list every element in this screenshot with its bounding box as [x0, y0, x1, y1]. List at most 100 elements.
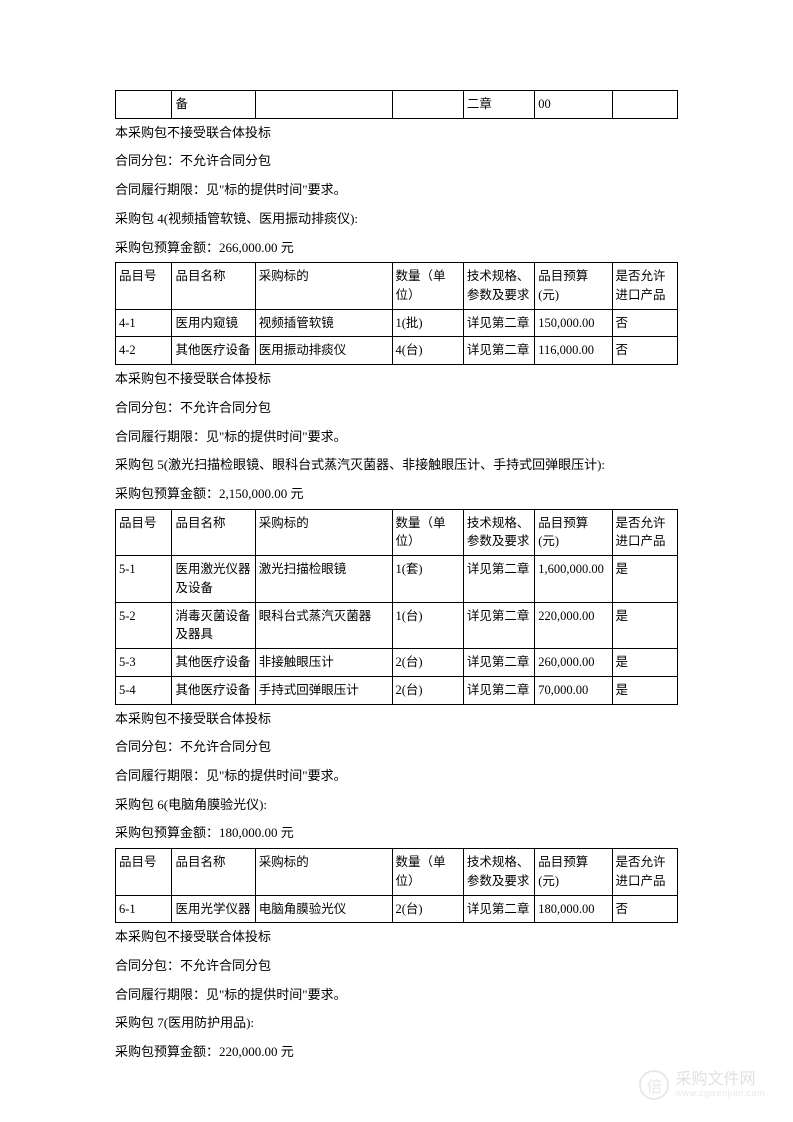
header-cell: 品目名称 — [172, 849, 255, 896]
note-line: 合同分包：不允许合同分包 — [115, 147, 678, 176]
note-line: 采购包 7(医用防护用品): — [115, 1009, 678, 1038]
cell: 详见第二章 — [463, 649, 534, 677]
table-header-row: 品目号 品目名称 采购标的 数量（单位） 技术规格、参数及要求 品目预算(元) … — [116, 849, 678, 896]
table-row: 5-2 消毒灭菌设备及器具 眼科台式蒸汽灭菌器 1(台) 详见第二章 220,0… — [116, 602, 678, 649]
cell: 6-1 — [116, 895, 172, 923]
table-header-row: 品目号 品目名称 采购标的 数量（单位） 技术规格、参数及要求 品目预算(元) … — [116, 263, 678, 310]
header-cell: 技术规格、参数及要求 — [463, 849, 534, 896]
procurement-table-4: 品目号 品目名称 采购标的 数量（单位） 技术规格、参数及要求 品目预算(元) … — [115, 262, 678, 365]
note-line: 本采购包不接受联合体投标 — [115, 365, 678, 394]
cell: 4-1 — [116, 309, 172, 337]
header-cell: 品目号 — [116, 509, 172, 556]
procurement-table-5: 品目号 品目名称 采购标的 数量（单位） 技术规格、参数及要求 品目预算(元) … — [115, 509, 678, 705]
table-row: 4-1 医用内窥镜 视频插管软镜 1(批) 详见第二章 150,000.00 否 — [116, 309, 678, 337]
cell: 260,000.00 — [535, 649, 612, 677]
cell: 手持式回弹眼压计 — [255, 676, 392, 704]
cell: 其他医疗设备 — [172, 337, 255, 365]
cell: 116,000.00 — [535, 337, 612, 365]
watermark-main: 采购文件网 — [675, 1071, 765, 1089]
note-line: 合同履行期限：见"标的提供时间"要求。 — [115, 981, 678, 1010]
cell: 是 — [612, 649, 677, 677]
cell: 是 — [612, 556, 677, 603]
cell: 二章 — [463, 91, 534, 119]
header-cell: 品目名称 — [172, 509, 255, 556]
note-line: 合同履行期限：见"标的提供时间"要求。 — [115, 423, 678, 452]
cell: 2(台) — [392, 676, 463, 704]
note-line: 采购包 5(激光扫描检眼镜、眼科台式蒸汽灭菌器、非接触眼压计、手持式回弹眼压计)… — [115, 451, 678, 480]
header-cell: 数量（单位） — [392, 849, 463, 896]
cell: 5-2 — [116, 602, 172, 649]
cell: 1(套) — [392, 556, 463, 603]
cell — [392, 91, 463, 119]
cell: 激光扫描检眼镜 — [255, 556, 392, 603]
cell: 电脑角膜验光仪 — [255, 895, 392, 923]
cell: 非接触眼压计 — [255, 649, 392, 677]
note-line: 采购包 4(视频插管软镜、医用振动排痰仪): — [115, 205, 678, 234]
header-cell: 品目预算(元) — [535, 849, 612, 896]
watermark: 倍 采购文件网 www.cgwenjian.com — [639, 1070, 765, 1100]
cell: 详见第二章 — [463, 895, 534, 923]
cell — [116, 91, 172, 119]
watermark-text: 采购文件网 www.cgwenjian.com — [675, 1071, 765, 1098]
cell: 4-2 — [116, 337, 172, 365]
cell: 00 — [535, 91, 612, 119]
cell: 其他医疗设备 — [172, 649, 255, 677]
note-line: 合同分包：不允许合同分包 — [115, 394, 678, 423]
cell: 医用激光仪器及设备 — [172, 556, 255, 603]
cell: 备 — [172, 91, 255, 119]
cell: 150,000.00 — [535, 309, 612, 337]
header-cell: 品目预算(元) — [535, 509, 612, 556]
cell: 是 — [612, 676, 677, 704]
table-row: 4-2 其他医疗设备 医用振动排痰仪 4(台) 详见第二章 116,000.00… — [116, 337, 678, 365]
procurement-table-6: 品目号 品目名称 采购标的 数量（单位） 技术规格、参数及要求 品目预算(元) … — [115, 848, 678, 923]
cell: 医用内窥镜 — [172, 309, 255, 337]
cell: 消毒灭菌设备及器具 — [172, 602, 255, 649]
note-line: 合同履行期限：见"标的提供时间"要求。 — [115, 176, 678, 205]
cell: 1(台) — [392, 602, 463, 649]
header-cell: 品目号 — [116, 849, 172, 896]
header-cell: 品目名称 — [172, 263, 255, 310]
table-header-row: 品目号 品目名称 采购标的 数量（单位） 技术规格、参数及要求 品目预算(元) … — [116, 509, 678, 556]
watermark-icon: 倍 — [639, 1070, 669, 1100]
table-row: 5-3 其他医疗设备 非接触眼压计 2(台) 详见第二章 260,000.00 … — [116, 649, 678, 677]
cell: 4(台) — [392, 337, 463, 365]
note-line: 本采购包不接受联合体投标 — [115, 119, 678, 148]
table-row: 5-1 医用激光仪器及设备 激光扫描检眼镜 1(套) 详见第二章 1,600,0… — [116, 556, 678, 603]
header-cell: 品目号 — [116, 263, 172, 310]
cell: 医用光学仪器 — [172, 895, 255, 923]
header-cell: 技术规格、参数及要求 — [463, 263, 534, 310]
cell: 详见第二章 — [463, 676, 534, 704]
cell: 180,000.00 — [535, 895, 612, 923]
note-line: 采购包预算金额：220,000.00 元 — [115, 1038, 678, 1067]
table-row: 备 二章 00 — [116, 91, 678, 119]
cell: 是 — [612, 602, 677, 649]
cell — [255, 91, 392, 119]
cell: 5-3 — [116, 649, 172, 677]
table-row: 5-4 其他医疗设备 手持式回弹眼压计 2(台) 详见第二章 70,000.00… — [116, 676, 678, 704]
note-line: 采购包 6(电脑角膜验光仪): — [115, 791, 678, 820]
fragment-table: 备 二章 00 — [115, 90, 678, 119]
cell: 医用振动排痰仪 — [255, 337, 392, 365]
cell: 详见第二章 — [463, 602, 534, 649]
table-row: 6-1 医用光学仪器 电脑角膜验光仪 2(台) 详见第二章 180,000.00… — [116, 895, 678, 923]
note-line: 本采购包不接受联合体投标 — [115, 705, 678, 734]
note-line: 本采购包不接受联合体投标 — [115, 923, 678, 952]
watermark-sub: www.cgwenjian.com — [675, 1089, 765, 1099]
cell: 否 — [612, 337, 677, 365]
header-cell: 品目预算(元) — [535, 263, 612, 310]
cell: 否 — [612, 895, 677, 923]
cell: 220,000.00 — [535, 602, 612, 649]
cell: 1,600,000.00 — [535, 556, 612, 603]
cell: 70,000.00 — [535, 676, 612, 704]
header-cell: 是否允许进口产品 — [612, 263, 677, 310]
header-cell: 数量（单位） — [392, 263, 463, 310]
cell: 否 — [612, 309, 677, 337]
note-line: 采购包预算金额：180,000.00 元 — [115, 819, 678, 848]
cell — [612, 91, 677, 119]
cell: 其他医疗设备 — [172, 676, 255, 704]
header-cell: 是否允许进口产品 — [612, 509, 677, 556]
note-line: 采购包预算金额：266,000.00 元 — [115, 234, 678, 263]
cell: 2(台) — [392, 895, 463, 923]
note-line: 采购包预算金额：2,150,000.00 元 — [115, 480, 678, 509]
cell: 5-4 — [116, 676, 172, 704]
